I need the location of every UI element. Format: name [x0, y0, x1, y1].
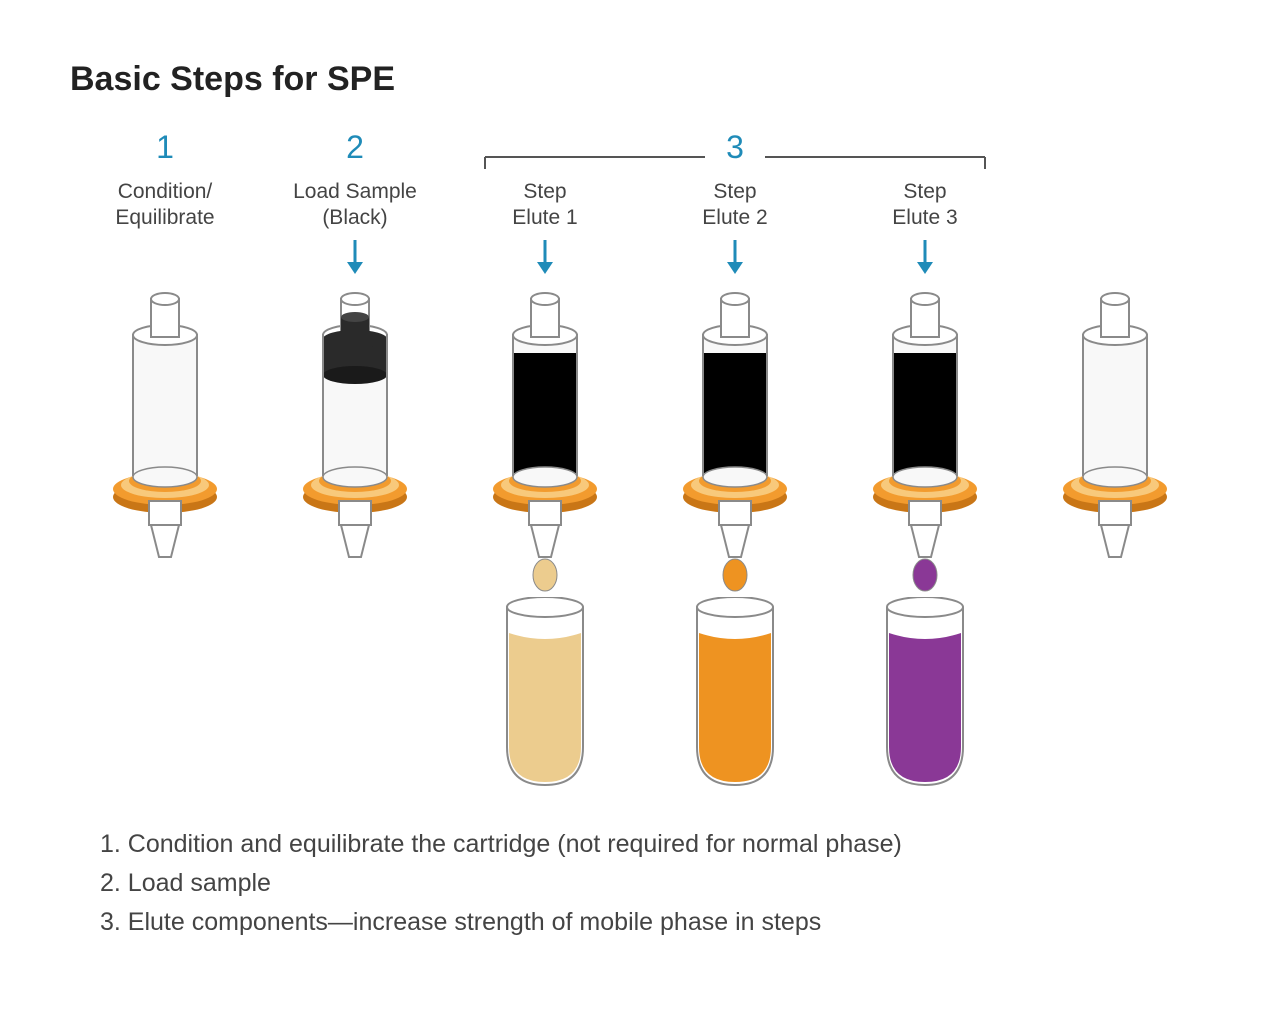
- step-column-6: [1035, 179, 1195, 797]
- cartridge-icon: [85, 277, 245, 607]
- step-column-1: Condition/Equilibrate: [85, 179, 245, 797]
- step-3-bracket: 3: [465, 129, 1005, 169]
- legend: 1. Condition and equilibrate the cartrid…: [70, 825, 1210, 941]
- down-arrow-icon: [722, 236, 748, 276]
- cartridge-icon: [275, 277, 435, 607]
- step-number-3: 3: [465, 129, 1005, 166]
- legend-line-2: 2. Load sample: [100, 864, 1210, 903]
- tube-icon: [865, 597, 985, 797]
- page-title: Basic Steps for SPE: [70, 60, 1210, 99]
- down-arrow-icon: [912, 236, 938, 276]
- down-arrow-icon: [532, 236, 558, 276]
- step-column-4: StepElute 2: [655, 179, 815, 797]
- step-label: StepElute 1: [512, 179, 577, 235]
- cartridge-icon: [655, 277, 815, 607]
- step-number-2: 2: [275, 129, 435, 169]
- step-column-5: StepElute 3: [845, 179, 1005, 797]
- tube-icon: [485, 597, 605, 797]
- cartridge-icon: [845, 277, 1005, 607]
- step-label: StepElute 3: [892, 179, 957, 235]
- step-column-2: Load Sample(Black): [275, 179, 435, 797]
- step-label: Load Sample(Black): [293, 179, 417, 235]
- legend-line-3: 3. Elute components—increase strength of…: [100, 903, 1210, 942]
- down-arrow-icon: [342, 236, 368, 276]
- tube-icon: [675, 597, 795, 797]
- step-number-1: 1: [85, 129, 245, 169]
- legend-line-1: 1. Condition and equilibrate the cartrid…: [100, 825, 1210, 864]
- step-label: Condition/Equilibrate: [115, 179, 214, 235]
- step-column-3: StepElute 1: [465, 179, 625, 797]
- cartridge-icon: [1035, 277, 1195, 607]
- diagram: 1 2 3 Condition/Equilibrate: [70, 129, 1210, 797]
- cartridge-icon: [465, 277, 625, 607]
- step-label: StepElute 2: [702, 179, 767, 235]
